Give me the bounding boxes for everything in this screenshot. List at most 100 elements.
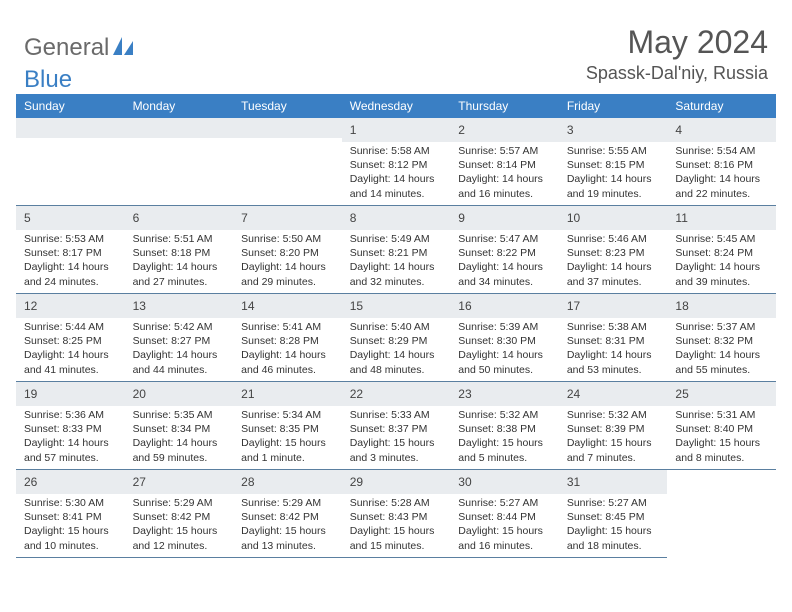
day-body: Sunrise: 5:36 AMSunset: 8:33 PMDaylight:… bbox=[16, 406, 125, 465]
day-number: 9 bbox=[458, 211, 465, 225]
sunset-line: Sunset: 8:25 PM bbox=[24, 334, 117, 348]
sunset-line: Sunset: 8:34 PM bbox=[133, 422, 226, 436]
daylight-line: Daylight: 14 hours and 55 minutes. bbox=[675, 348, 768, 376]
day-cell: 5Sunrise: 5:53 AMSunset: 8:17 PMDaylight… bbox=[16, 206, 125, 294]
day-number: 22 bbox=[350, 387, 363, 401]
sunrise-line: Sunrise: 5:32 AM bbox=[567, 408, 660, 422]
day-number: 1 bbox=[350, 123, 357, 137]
weekday-sunday: Sunday bbox=[16, 94, 125, 118]
day-number: 30 bbox=[458, 475, 471, 489]
sunset-line: Sunset: 8:35 PM bbox=[241, 422, 334, 436]
day-number-row: 1 bbox=[342, 118, 451, 142]
day-body: Sunrise: 5:27 AMSunset: 8:44 PMDaylight:… bbox=[450, 494, 559, 553]
sunset-line: Sunset: 8:30 PM bbox=[458, 334, 551, 348]
weekday-thursday: Thursday bbox=[450, 94, 559, 118]
day-cell: 18Sunrise: 5:37 AMSunset: 8:32 PMDayligh… bbox=[667, 294, 776, 382]
day-number-row: 13 bbox=[125, 294, 234, 318]
day-number-row: 12 bbox=[16, 294, 125, 318]
day-number: 10 bbox=[567, 211, 580, 225]
sunset-line: Sunset: 8:21 PM bbox=[350, 246, 443, 260]
daylight-line: Daylight: 14 hours and 19 minutes. bbox=[567, 172, 660, 200]
sunrise-line: Sunrise: 5:58 AM bbox=[350, 144, 443, 158]
day-cell: 29 Sunrise: 5:28 AMSunset: 8:43 PMDayligh… bbox=[342, 470, 451, 558]
day-cell: 8Sunrise: 5:49 AMSunset: 8:21 PMDaylight… bbox=[342, 206, 451, 294]
day-body: Sunrise: 5:32 AMSunset: 8:39 PMDaylight:… bbox=[559, 406, 668, 465]
day-body: Sunrise: 5:32 AMSunset: 8:38 PMDaylight:… bbox=[450, 406, 559, 465]
sunrise-line: Sunrise: 5:29 AM bbox=[133, 496, 226, 510]
sunset-line: Sunset: 8:24 PM bbox=[675, 246, 768, 260]
day-body: Sunrise: 5:30 AMSunset: 8:41 PMDaylight:… bbox=[16, 494, 125, 553]
sunrise-line: Sunrise: 5:47 AM bbox=[458, 232, 551, 246]
daylight-line: Daylight: 15 hours and 7 minutes. bbox=[567, 436, 660, 464]
sunset-line: Sunset: 8:41 PM bbox=[24, 510, 117, 524]
day-number-row: 28 bbox=[233, 470, 342, 494]
day-cell: 11Sunrise: 5:45 AMSunset: 8:24 PMDayligh… bbox=[667, 206, 776, 294]
sunrise-line: Sunrise: 5:42 AM bbox=[133, 320, 226, 334]
day-number-row: 14 bbox=[233, 294, 342, 318]
day-number-row: 18 bbox=[667, 294, 776, 318]
weekday-wednesday: Wednesday bbox=[342, 94, 451, 118]
sunrise-line: Sunrise: 5:57 AM bbox=[458, 144, 551, 158]
day-cell: 15Sunrise: 5:40 AMSunset: 8:29 PMDayligh… bbox=[342, 294, 451, 382]
sunrise-line: Sunrise: 5:28 AM bbox=[350, 496, 443, 510]
sunrise-line: Sunrise: 5:51 AM bbox=[133, 232, 226, 246]
weekday-monday: Monday bbox=[125, 94, 234, 118]
day-body: Sunrise: 5:45 AMSunset: 8:24 PMDaylight:… bbox=[667, 230, 776, 289]
daylight-line: Daylight: 14 hours and 53 minutes. bbox=[567, 348, 660, 376]
sunrise-line: Sunrise: 5:49 AM bbox=[350, 232, 443, 246]
day-body: Sunrise: 5:38 AMSunset: 8:31 PMDaylight:… bbox=[559, 318, 668, 377]
day-body: Sunrise: 5:42 AMSunset: 8:27 PMDaylight:… bbox=[125, 318, 234, 377]
daylight-line: Daylight: 15 hours and 8 minutes. bbox=[675, 436, 768, 464]
logo: General bbox=[24, 34, 141, 62]
day-cell: 7Sunrise: 5:50 AMSunset: 8:20 PMDaylight… bbox=[233, 206, 342, 294]
day-number-row: 29 bbox=[342, 470, 451, 494]
sunrise-line: Sunrise: 5:27 AM bbox=[567, 496, 660, 510]
sunset-line: Sunset: 8:42 PM bbox=[133, 510, 226, 524]
weekday-header-row: SundayMondayTuesdayWednesdayThursdayFrid… bbox=[16, 94, 776, 118]
sunset-line: Sunset: 8:22 PM bbox=[458, 246, 551, 260]
day-cell: 2Sunrise: 5:57 AMSunset: 8:14 PMDaylight… bbox=[450, 118, 559, 206]
day-cell: 31Sunrise: 5:27 AMSunset: 8:45 PMDayligh… bbox=[559, 470, 668, 558]
daylight-line: Daylight: 15 hours and 15 minutes. bbox=[350, 524, 443, 552]
day-number-row: 27 bbox=[125, 470, 234, 494]
day-cell: 10 Sunrise: 5:46 AMSunset: 8:23 PMDayligh… bbox=[559, 206, 668, 294]
sunrise-line: Sunrise: 5:50 AM bbox=[241, 232, 334, 246]
day-body: Sunrise: 5:27 AMSunset: 8:45 PMDaylight:… bbox=[559, 494, 668, 553]
sunset-line: Sunset: 8:16 PM bbox=[675, 158, 768, 172]
daylight-line: Daylight: 14 hours and 37 minutes. bbox=[567, 260, 660, 288]
day-cell: 24Sunrise: 5:32 AMSunset: 8:39 PMDayligh… bbox=[559, 382, 668, 470]
title-block: May 2024 Spassk-Dal'niy, Russia bbox=[586, 24, 768, 84]
daylight-line: Daylight: 15 hours and 12 minutes. bbox=[133, 524, 226, 552]
logo-text-general: General bbox=[24, 34, 109, 62]
sunset-line: Sunset: 8:12 PM bbox=[350, 158, 443, 172]
day-body: Sunrise: 5:46 AMSunset: 8:23 PMDaylight:… bbox=[559, 230, 668, 289]
day-cell: 22 Sunrise: 5:33 AMSunset: 8:37 PMDayligh… bbox=[342, 382, 451, 470]
sunrise-line: Sunrise: 5:33 AM bbox=[350, 408, 443, 422]
sunrise-line: Sunrise: 5:39 AM bbox=[458, 320, 551, 334]
day-cell: 1Sunrise: 5:58 AMSunset: 8:12 PMDaylight… bbox=[342, 118, 451, 206]
day-body: Sunrise: 5:57 AMSunset: 8:14 PMDaylight:… bbox=[450, 142, 559, 201]
sunrise-line: Sunrise: 5:36 AM bbox=[24, 408, 117, 422]
sunset-line: Sunset: 8:29 PM bbox=[350, 334, 443, 348]
sunset-line: Sunset: 8:44 PM bbox=[458, 510, 551, 524]
day-number-row: 4 bbox=[667, 118, 776, 142]
sunset-line: Sunset: 8:43 PM bbox=[350, 510, 443, 524]
day-body: Sunrise: 5:34 AMSunset: 8:35 PMDaylight:… bbox=[233, 406, 342, 465]
day-number: 6 bbox=[133, 211, 140, 225]
day-cell: 13Sunrise: 5:42 AMSunset: 8:27 PMDayligh… bbox=[125, 294, 234, 382]
day-body: Sunrise: 5:33 AMSunset: 8:37 PMDaylight:… bbox=[342, 406, 451, 465]
day-number-row: 10 bbox=[559, 206, 668, 230]
sunrise-line: Sunrise: 5:27 AM bbox=[458, 496, 551, 510]
day-number: 8 bbox=[350, 211, 357, 225]
day-cell: 3Sunrise: 5:55 AMSunset: 8:15 PMDaylight… bbox=[559, 118, 668, 206]
day-cell: 4Sunrise: 5:54 AMSunset: 8:16 PMDaylight… bbox=[667, 118, 776, 206]
daylight-line: Daylight: 14 hours and 24 minutes. bbox=[24, 260, 117, 288]
day-body: Sunrise: 5:40 AMSunset: 8:29 PMDaylight:… bbox=[342, 318, 451, 377]
day-number: 3 bbox=[567, 123, 574, 137]
sunrise-line: Sunrise: 5:30 AM bbox=[24, 496, 117, 510]
weekday-saturday: Saturday bbox=[667, 94, 776, 118]
day-body: Sunrise: 5:51 AMSunset: 8:18 PMDaylight:… bbox=[125, 230, 234, 289]
sunrise-line: Sunrise: 5:44 AM bbox=[24, 320, 117, 334]
sunset-line: Sunset: 8:27 PM bbox=[133, 334, 226, 348]
sunrise-line: Sunrise: 5:53 AM bbox=[24, 232, 117, 246]
